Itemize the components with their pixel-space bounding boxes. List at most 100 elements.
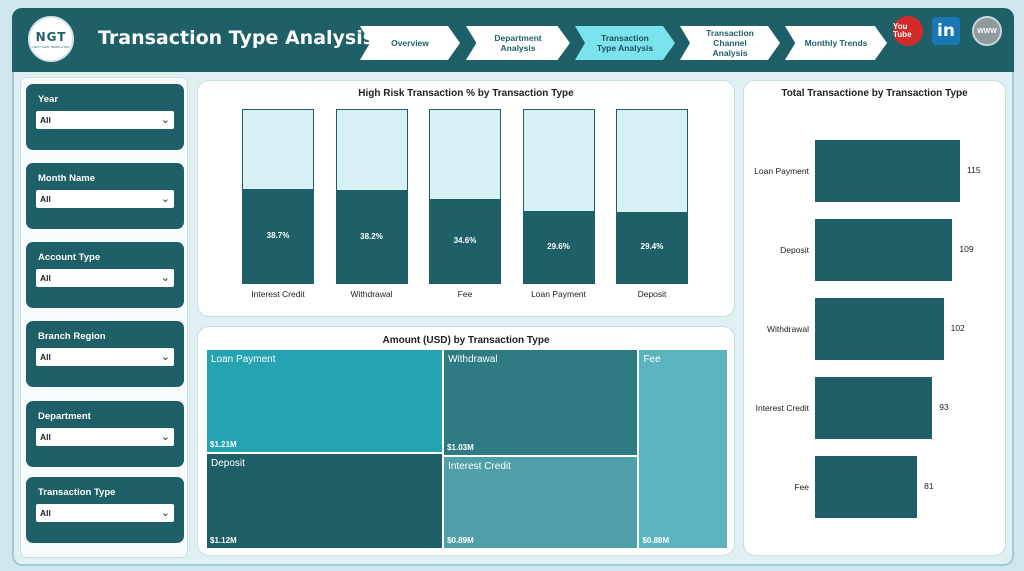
youtube-label: You Tube — [893, 22, 912, 39]
logo-text: NGT — [35, 29, 67, 44]
treemap-cell[interactable]: Fee $0.88M — [638, 349, 728, 549]
treemap-cell[interactable]: Interest Credit $0.89M — [443, 456, 639, 549]
chart-title: Total Transactione by Transaction Type — [781, 88, 968, 99]
nav-transaction-channel-analysis[interactable]: Transaction Channel Analysis — [680, 26, 780, 60]
bar-value-label: 29.4% — [640, 242, 664, 252]
bar-category-label: Interest Credit — [755, 403, 809, 413]
bar-category-label: Loan Payment — [531, 289, 586, 299]
chevron-down-icon: ⌄ — [160, 507, 170, 519]
treemap-cell[interactable]: Deposit $1.12M — [206, 452, 444, 549]
filter-label: Transaction Type — [38, 487, 116, 498]
linkedin-icon[interactable]: in — [932, 17, 960, 45]
bar[interactable]: 38.2% — [336, 190, 407, 283]
treemap-cell[interactable]: Loan Payment $1.21M — [206, 349, 444, 453]
chevron-down-icon: ⌄ — [160, 431, 170, 443]
bar-category-label: Fee — [794, 482, 809, 492]
nav-label: Department Analysis — [494, 32, 542, 53]
bar-value-label: 34.6% — [453, 236, 477, 246]
globe-icon[interactable]: WWW — [972, 16, 1002, 46]
logo: NGT NEXT GEN TEMPLATES — [28, 16, 74, 62]
filter-value: All — [40, 273, 51, 283]
filter-transaction-type: Transaction Type All ⌄ — [26, 477, 184, 543]
filter-label: Year — [38, 94, 59, 105]
nav-label: Overview — [391, 37, 429, 48]
bar-category-label: Withdrawal — [350, 289, 393, 299]
nav-department-analysis[interactable]: Department Analysis — [466, 26, 570, 60]
treemap-value-label: $1.03M — [447, 443, 474, 453]
bar-category-label: Fee — [457, 289, 473, 299]
treemap-value-label: $1.21M — [210, 439, 237, 449]
treemap-value-label: $0.89M — [447, 535, 474, 545]
filter-label: Account Type — [38, 252, 101, 263]
filter-label: Branch Region — [38, 331, 106, 342]
filter-year: Year All ⌄ — [26, 84, 184, 150]
bar[interactable] — [815, 377, 933, 439]
bar-track[interactable]: 38.2% — [335, 109, 408, 284]
nav-transaction-type-analysis[interactable]: Transaction Type Analysis — [575, 26, 675, 60]
bar-value-label: 115 — [967, 165, 981, 175]
bar[interactable]: 34.6% — [430, 199, 500, 283]
bar[interactable]: 29.4% — [617, 211, 687, 283]
filter-value: All — [40, 194, 51, 204]
filter-select-transaction-type[interactable]: All ⌄ — [36, 504, 174, 522]
logo-subtext: NEXT GEN TEMPLATES — [32, 44, 70, 49]
bar-value-label: 93 — [939, 402, 949, 412]
bar[interactable] — [815, 456, 918, 518]
filter-select-department[interactable]: All ⌄ — [36, 428, 174, 446]
bar[interactable]: 29.6% — [523, 211, 594, 283]
chevron-down-icon: ⌄ — [160, 114, 170, 126]
chart-title: Amount (USD) by Transaction Type — [382, 335, 550, 346]
filter-branch-region: Branch Region All ⌄ — [26, 321, 184, 387]
bar-track[interactable]: 29.6% — [522, 109, 595, 284]
treemap-category-label: Interest Credit — [448, 461, 511, 473]
treemap-category-label: Fee — [643, 354, 661, 365]
bar[interactable] — [815, 140, 960, 202]
bar-category-label: Deposit — [637, 289, 667, 299]
bar-value-label: 109 — [959, 244, 974, 254]
chevron-down-icon: ⌄ — [160, 351, 170, 363]
filter-select-account-type[interactable]: All ⌄ — [36, 269, 174, 287]
bar-track[interactable]: 38.7% — [242, 109, 314, 284]
filter-label: Month Name — [38, 173, 95, 184]
web-label: WWW — [977, 27, 997, 35]
bar[interactable]: 38.7% — [243, 189, 313, 283]
bar-track[interactable]: 34.6% — [429, 109, 501, 284]
treemap-value-label: $0.88M — [642, 536, 670, 545]
filter-account-type: Account Type All ⌄ — [26, 242, 184, 308]
bar-category-label: Loan Payment — [754, 166, 809, 176]
chevron-down-icon: ⌄ — [160, 272, 170, 284]
filter-label: Department — [38, 411, 91, 422]
nav-label: Transaction Channel Analysis — [706, 27, 754, 59]
bar[interactable] — [815, 298, 944, 360]
bar-track[interactable]: 29.4% — [616, 109, 688, 284]
page-title: Transaction Type Analysis — [98, 27, 375, 49]
filter-select-year[interactable]: All ⌄ — [36, 111, 174, 129]
bar-category-label: Interest Credit — [251, 289, 305, 299]
chevron-down-icon: ⌄ — [160, 193, 170, 205]
linkedin-label: in — [937, 21, 955, 41]
filter-month-name: Month Name All ⌄ — [26, 163, 184, 229]
treemap-category-label: Withdrawal — [448, 354, 498, 365]
filter-select-branch-region[interactable]: All ⌄ — [36, 348, 174, 366]
bar-category-label: Withdrawal — [766, 324, 809, 334]
bar-value-label: 38.2% — [360, 231, 383, 241]
treemap-cell[interactable]: Withdrawal $1.03M — [443, 349, 639, 457]
chart-title: High Risk Transaction % by Transaction T… — [358, 88, 574, 99]
filter-select-month-name[interactable]: All ⌄ — [36, 190, 174, 208]
filter-department: Department All ⌄ — [26, 401, 184, 467]
bar-category-label: Deposit — [780, 245, 809, 255]
bar-value-label: 29.6% — [547, 242, 570, 252]
filter-value: All — [40, 508, 51, 518]
treemap-category-label: Deposit — [211, 457, 245, 469]
nav-monthly-trends[interactable]: Monthly Trends — [785, 26, 887, 60]
treemap-category-label: Loan Payment — [211, 354, 276, 365]
filter-value: All — [40, 432, 51, 442]
bar[interactable] — [815, 219, 953, 281]
youtube-icon[interactable]: You Tube — [893, 16, 923, 46]
nav-label: Monthly Trends — [804, 37, 868, 48]
nav-label: Transaction Type Analysis — [596, 32, 654, 53]
nav-overview[interactable]: Overview — [360, 26, 460, 60]
bar-value-label: 102 — [950, 323, 965, 333]
bar-value-label: 38.7% — [266, 231, 290, 241]
treemap-value-label: $1.12M — [210, 535, 237, 545]
